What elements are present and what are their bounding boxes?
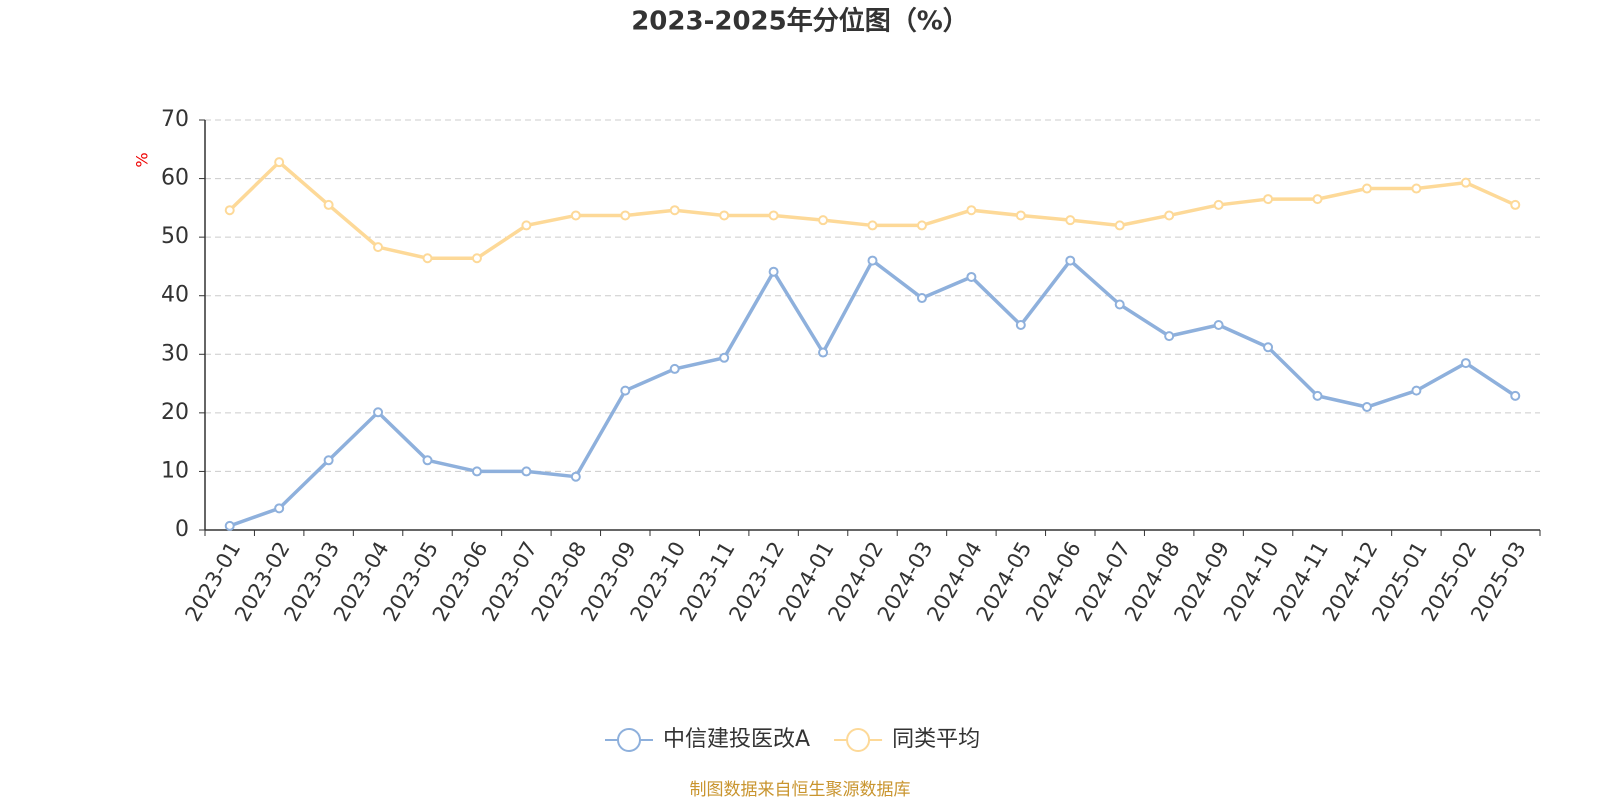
data-point <box>1312 194 1323 205</box>
data-point <box>1460 358 1471 369</box>
legend-label: 同类平均 <box>892 727 980 752</box>
legend-marker <box>617 728 641 752</box>
data-point <box>719 210 730 221</box>
y-tick-label: 10 <box>161 458 189 483</box>
data-point <box>373 407 384 418</box>
legend-label: 中信建投医改A <box>663 727 810 752</box>
series-line <box>229 257 1517 528</box>
data-point <box>274 157 285 168</box>
data-point <box>1065 255 1076 266</box>
legend-marker <box>846 728 871 752</box>
data-point <box>916 220 927 231</box>
y-tick-label: 0 <box>175 517 189 542</box>
y-tick-label: 50 <box>161 224 189 249</box>
data-point <box>1361 183 1372 194</box>
data-point <box>1015 320 1026 330</box>
y-tick-label: 20 <box>161 400 189 425</box>
data-point <box>768 266 779 277</box>
data-point <box>867 220 878 231</box>
data-point <box>1510 199 1521 210</box>
series-line <box>228 159 1516 260</box>
data-point <box>966 271 977 282</box>
source-note: 制图数据来自恒生聚源数据库 <box>690 780 911 800</box>
data-point <box>323 455 334 466</box>
chart-title: 2023-2025年分位图（%） <box>631 6 969 37</box>
data-point <box>1312 390 1323 401</box>
data-point <box>1065 215 1076 226</box>
y-tick-label: 40 <box>161 283 189 308</box>
data-point <box>224 205 235 216</box>
data-point <box>422 253 433 264</box>
data-point <box>669 363 680 374</box>
data-point <box>966 205 977 216</box>
data-point <box>224 520 235 531</box>
data-point <box>1114 220 1125 231</box>
y-tick-label: 70 <box>161 107 189 132</box>
data-point <box>1263 194 1274 205</box>
data-point <box>373 242 384 253</box>
data-point <box>570 471 581 482</box>
data-point <box>1460 177 1471 188</box>
data-point <box>1114 299 1125 310</box>
y-axis-label: % <box>133 152 152 167</box>
data-point <box>818 215 829 226</box>
data-point <box>422 455 433 466</box>
data-point <box>521 220 532 231</box>
data-point <box>818 347 829 358</box>
data-point <box>1213 320 1224 330</box>
data-point <box>570 210 581 221</box>
data-point <box>768 210 779 221</box>
data-point <box>669 205 680 216</box>
data-point <box>471 253 482 264</box>
data-point <box>471 466 482 477</box>
data-point <box>1411 385 1422 396</box>
data-point <box>1164 331 1175 342</box>
data-point <box>1361 402 1372 412</box>
data-point <box>620 385 631 396</box>
data-point <box>1213 199 1224 210</box>
data-point <box>1510 390 1521 401</box>
data-point <box>1015 210 1026 221</box>
data-point <box>323 199 334 210</box>
data-point <box>620 210 631 221</box>
data-point <box>1411 183 1422 194</box>
data-point <box>274 503 285 514</box>
y-tick-label: 30 <box>161 341 189 366</box>
data-point <box>521 466 532 477</box>
data-point <box>1164 210 1175 221</box>
data-point <box>1263 342 1274 353</box>
y-tick-label: 60 <box>161 166 189 191</box>
data-point <box>867 255 878 266</box>
data-point <box>719 352 730 363</box>
data-point <box>916 293 927 304</box>
